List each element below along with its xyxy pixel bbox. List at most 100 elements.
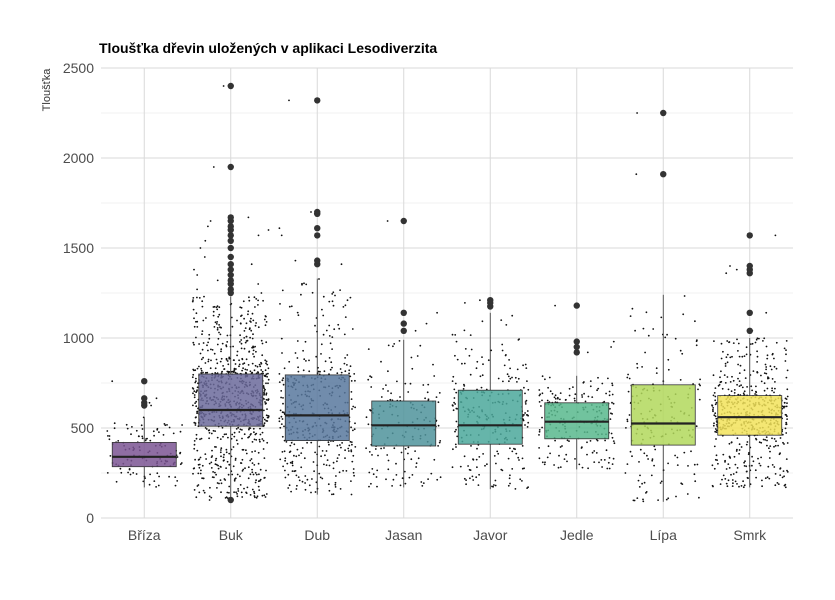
- jitter-point: [695, 425, 698, 428]
- jitter-point: [265, 321, 268, 323]
- jitter-point: [538, 430, 541, 433]
- jitter-point: [282, 383, 285, 386]
- jitter-point: [422, 384, 425, 386]
- outlier-point: [746, 262, 753, 270]
- jitter-point: [729, 381, 732, 383]
- jitter-point: [752, 460, 755, 463]
- jitter-point: [142, 480, 145, 483]
- jitter-point: [769, 450, 771, 453]
- jitter-point: [372, 473, 375, 476]
- jitter-point: [215, 457, 218, 460]
- jitter-point: [761, 479, 763, 482]
- jitter-point: [517, 456, 520, 459]
- jitter-point: [624, 472, 627, 474]
- jitter-point: [679, 379, 682, 381]
- jitter-point: [426, 391, 429, 394]
- jitter-point: [332, 291, 335, 294]
- jitter-point: [766, 387, 769, 390]
- jitter-point: [109, 455, 112, 457]
- jitter-point: [195, 433, 198, 436]
- jitter-point: [643, 452, 646, 455]
- jitter-point: [427, 478, 429, 480]
- jitter-point: [280, 337, 283, 340]
- jitter-point: [587, 395, 590, 398]
- jitter-point: [245, 322, 248, 325]
- jitter-point: [250, 263, 253, 266]
- jitter-point: [330, 361, 333, 364]
- jitter-point: [297, 366, 299, 369]
- jitter-point: [203, 256, 206, 258]
- jitter-point: [320, 353, 322, 355]
- jitter-point: [439, 440, 442, 442]
- jitter-point: [324, 454, 326, 457]
- jitter-point: [719, 483, 722, 485]
- jitter-point: [452, 375, 455, 378]
- jitter-point: [455, 340, 458, 343]
- jitter-point: [626, 418, 629, 421]
- jitter-point: [683, 451, 686, 454]
- outlier-point: [227, 214, 234, 221]
- jitter-point: [494, 484, 497, 487]
- jitter-point: [148, 483, 151, 486]
- jitter-point: [225, 496, 228, 499]
- jitter-point: [715, 429, 718, 432]
- jitter-point: [191, 387, 194, 389]
- jitter-point: [252, 345, 255, 348]
- jitter-point: [225, 448, 228, 451]
- outlier-point: [573, 349, 580, 356]
- jitter-point: [193, 317, 195, 320]
- jitter-point: [667, 462, 669, 465]
- jitter-point: [195, 405, 198, 408]
- jitter-point: [336, 372, 339, 375]
- jitter-point: [263, 424, 265, 426]
- jitter-point: [250, 458, 253, 460]
- jitter-point: [216, 327, 219, 329]
- jitter-point: [580, 447, 583, 449]
- jitter-point: [612, 402, 615, 405]
- jitter-point: [679, 349, 682, 352]
- jitter-point: [745, 353, 748, 356]
- jitter-point: [216, 321, 219, 323]
- jitter-point: [296, 357, 299, 359]
- jitter-point: [738, 443, 741, 446]
- jitter-point: [319, 476, 322, 479]
- jitter-point: [456, 358, 459, 361]
- jitter-point: [196, 410, 199, 413]
- jitter-point: [475, 458, 478, 461]
- jitter-point: [320, 343, 323, 346]
- jitter-point: [208, 437, 211, 440]
- jitter-point: [228, 452, 231, 455]
- jitter-point: [713, 422, 715, 425]
- jitter-point: [737, 363, 739, 366]
- jitter-point: [223, 433, 226, 436]
- jitter-point: [469, 469, 472, 471]
- jitter-point: [493, 484, 495, 486]
- jitter-point: [236, 350, 239, 353]
- jitter-point: [200, 367, 203, 370]
- jitter-point: [348, 444, 351, 447]
- jitter-point: [478, 473, 480, 476]
- jitter-point: [587, 467, 589, 470]
- jitter-point: [463, 455, 466, 458]
- jitter-point: [259, 440, 261, 443]
- jitter-point: [162, 434, 165, 436]
- jitter-point: [222, 456, 225, 459]
- jitter-point: [371, 468, 374, 470]
- jitter-point: [771, 437, 773, 440]
- jitter-point: [279, 458, 282, 461]
- outlier-point: [227, 496, 234, 504]
- jitter-point: [637, 479, 640, 482]
- jitter-point: [322, 333, 325, 336]
- jitter-point: [176, 456, 179, 458]
- jitter-point: [676, 456, 679, 459]
- jitter-point: [765, 372, 768, 375]
- x-tick-labels: Bříza Buk Dub Jasan Javor Jedle Lípa Smrk: [128, 527, 767, 543]
- jitter-point: [296, 340, 299, 342]
- jitter-point: [331, 366, 333, 369]
- jitter-point: [589, 385, 592, 388]
- jitter-point: [698, 383, 701, 386]
- jitter-point: [244, 327, 247, 329]
- jitter-point: [247, 477, 250, 480]
- jitter-point: [737, 350, 739, 352]
- jitter-point: [595, 452, 598, 454]
